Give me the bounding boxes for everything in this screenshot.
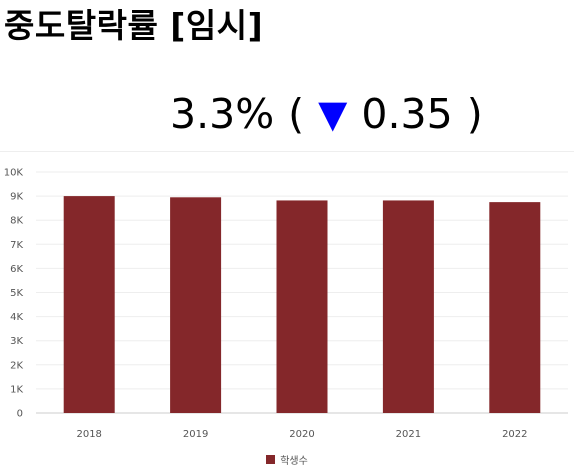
bar-2022[interactable] [489,202,541,413]
dropout-rate-metric: 3.3% ( ▼ 0.35 ) [170,90,483,138]
bar-2021[interactable] [382,200,434,413]
y-tick-label: 6K [10,264,23,275]
y-tick-label: 9K [10,192,23,203]
legend-label: 학생수 [280,456,308,467]
page-title: 중도탈락률 [임시] [4,6,264,45]
bar-chart: 0 1K 2K 3K 4K 5K 6K 7K 8K 9K 10K 2018 2019 2020 2021 20… [4,168,568,440]
metric-change: 0.35 [361,90,453,138]
metric-value: 3.3% [170,90,275,138]
x-tick-label: 2020 [289,429,314,440]
chart-legend[interactable]: 학생수 [0,452,574,467]
y-tick-label: 5K [10,288,23,299]
y-tick-label: 7K [10,240,23,251]
bar-2020[interactable] [276,200,328,413]
x-tick-label: 2019 [183,429,208,440]
y-tick-label: 2K [10,360,23,371]
legend-swatch [266,455,276,464]
bar-2019[interactable] [170,197,222,413]
x-tick-label: 2022 [502,429,527,440]
y-tick-label: 4K [10,312,23,323]
y-tick-label: 10K [4,168,24,179]
section-divider [0,151,574,152]
x-tick-label: 2018 [76,429,101,440]
bar-2018[interactable] [63,196,115,413]
metric-open-paren: ( [288,90,305,138]
y-tick-label: 8K [10,216,23,227]
metric-close-paren: ) [466,90,483,138]
y-tick-label: 3K [10,336,23,347]
x-tick-label: 2021 [396,429,421,440]
y-tick-label: 1K [10,384,23,395]
down-triangle-icon: ▼ [318,92,348,136]
y-tick-label: 0 [17,409,23,420]
